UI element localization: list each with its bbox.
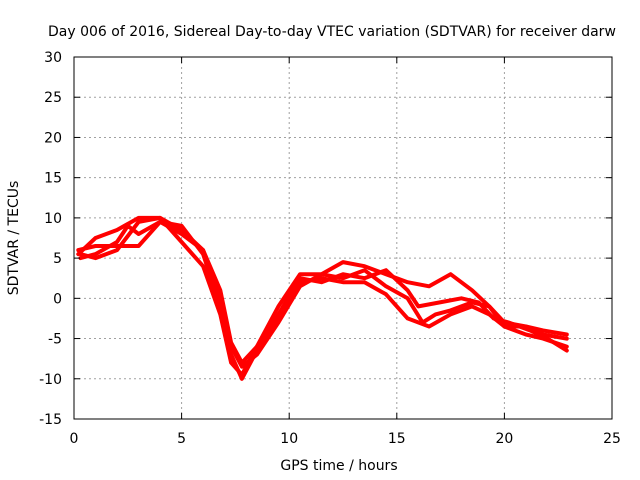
x-axis-label: GPS time / hours — [280, 458, 397, 474]
chart-title: Day 006 of 2016, Sidereal Day-to-day VTE… — [48, 24, 616, 40]
y-tick-label: 25 — [44, 90, 62, 106]
y-tick-label: 20 — [44, 130, 62, 146]
grid — [74, 57, 612, 419]
y-tick-label: -15 — [39, 412, 62, 428]
y-tick-label: 10 — [44, 211, 62, 227]
x-tick-label: 0 — [70, 431, 79, 447]
y-tick-label: 5 — [53, 251, 62, 267]
y-tick-label: 0 — [53, 291, 62, 307]
series-line — [76, 219, 569, 365]
series-line — [78, 215, 569, 377]
x-tick-label: 20 — [495, 431, 513, 447]
series-line — [78, 219, 569, 381]
ticks: 0 5 10 15 20 25 -15 -10 -5 0 5 10 15 20 25 30 — [39, 50, 621, 447]
x-tick-label: 5 — [177, 431, 186, 447]
y-tick-label: -5 — [48, 332, 62, 348]
series-line — [76, 215, 569, 369]
y-tick-label: -10 — [39, 372, 62, 388]
x-tick-label: 15 — [388, 431, 406, 447]
x-tick-label: 10 — [280, 431, 298, 447]
x-tick-label: 25 — [603, 431, 621, 447]
y-axis-label: SDTVAR / TECUs — [6, 181, 22, 296]
series-group — [76, 215, 569, 381]
plot-frame — [73, 56, 613, 420]
y-tick-label: 30 — [44, 50, 62, 66]
y-tick-label: 15 — [44, 171, 62, 187]
